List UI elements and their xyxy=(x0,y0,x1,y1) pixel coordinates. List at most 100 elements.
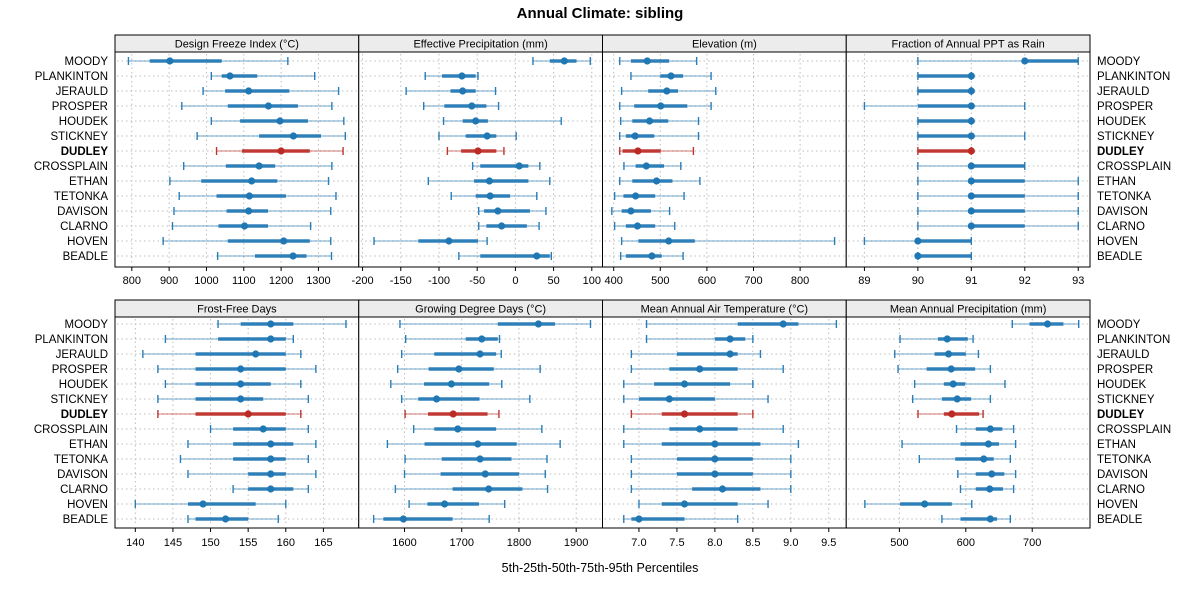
tick-label: 800 xyxy=(123,275,141,287)
tick-label: 160 xyxy=(277,537,295,549)
panel-strip-label: Elevation (m) xyxy=(692,39,757,51)
panel: -200 -150 -100 -50 0 50 100 Effective Precipita… xyxy=(352,34,603,287)
median-dot xyxy=(432,395,441,403)
row-label-left: DAVISON xyxy=(57,469,108,481)
median-dot xyxy=(245,192,253,200)
median-dot xyxy=(255,162,263,170)
tick-label: -200 xyxy=(352,275,374,287)
tick-label: 92 xyxy=(1019,275,1031,287)
row-label-right: TETONKA xyxy=(1097,454,1151,466)
panel: 140 145 150 155 160 165 Frost-Free Days xyxy=(114,299,360,549)
median-dot xyxy=(533,252,541,260)
row-label-left: CLARNO xyxy=(60,484,108,496)
median-dot xyxy=(267,320,275,328)
row-label-left: MOODY xyxy=(65,319,109,331)
row-label-right: PROSPER xyxy=(1097,101,1153,113)
row-label-left: TETONKA xyxy=(54,454,108,466)
median-dot xyxy=(967,177,975,185)
median-dot xyxy=(967,132,975,140)
median-dot xyxy=(199,500,207,508)
row-label-right: TETONKA xyxy=(1097,191,1151,203)
row-label-right: CLARNO xyxy=(1097,484,1145,496)
median-dot xyxy=(726,350,734,358)
row-label-right: CROSSPLAIN xyxy=(1097,161,1171,173)
median-dot xyxy=(459,87,467,95)
median-dot xyxy=(226,72,234,80)
median-dot xyxy=(645,117,654,125)
tick-label: -100 xyxy=(428,275,450,287)
row-label-left: HOUDEK xyxy=(59,379,109,391)
median-dot xyxy=(289,132,298,140)
median-dot xyxy=(986,515,994,523)
row-label-right: HOVEN xyxy=(1097,499,1138,511)
median-dot xyxy=(648,252,656,260)
row-label-right: JERAULD xyxy=(1097,86,1149,98)
median-dot xyxy=(476,455,484,463)
median-dot xyxy=(635,515,643,523)
tick-label: 1200 xyxy=(269,275,293,287)
median-dot xyxy=(476,350,484,358)
tick-label: 7.0 xyxy=(631,537,646,549)
row-label-left: ETHAN xyxy=(69,176,108,188)
median-dot xyxy=(447,380,456,388)
panel-strip-label: Frost-Free Days xyxy=(197,304,277,316)
median-dot xyxy=(445,237,453,245)
tick-label: 150 xyxy=(201,537,219,549)
median-dot xyxy=(680,500,689,508)
median-dot xyxy=(652,177,661,185)
tick-label: 50 xyxy=(547,275,559,287)
panel-strip-label: Effective Precipitation (mm) xyxy=(413,39,547,51)
median-dot xyxy=(667,72,675,80)
panel-strip-label: Growing Degree Days (°C) xyxy=(415,304,546,316)
row-label-left: PROSPER xyxy=(52,101,108,113)
row-label-right: PLANKINTON xyxy=(1097,334,1170,346)
median-dot xyxy=(967,87,975,95)
row-label-left: CROSSPLAIN xyxy=(34,161,108,173)
row-label-left: HOVEN xyxy=(67,499,108,511)
row-label-right: DUDLEY xyxy=(1097,146,1145,158)
median-dot xyxy=(665,395,673,403)
tick-label: -150 xyxy=(390,275,412,287)
row-label-left: ETHAN xyxy=(69,439,108,451)
tick-label: 1800 xyxy=(507,537,531,549)
panel: 400 500 600 700 800 Elevation (m) xyxy=(602,34,847,287)
median-dot xyxy=(1021,57,1029,65)
median-dot xyxy=(663,87,671,95)
median-dot xyxy=(276,117,284,125)
median-dot xyxy=(440,500,449,508)
row-label-right: DAVISON xyxy=(1097,469,1148,481)
panel-strip-label: Fraction of Annual PPT as Rain xyxy=(891,39,1044,51)
median-dot xyxy=(245,207,253,215)
tick-label: 93 xyxy=(1072,275,1084,287)
tick-label: 165 xyxy=(314,537,332,549)
panel: 1600 1700 1800 1900 Growing Degree Days (°C) xyxy=(358,299,603,549)
tick-label: 1100 xyxy=(232,275,256,287)
row-label-right: HOUDEK xyxy=(1097,116,1147,128)
row-label-left: DUDLEY xyxy=(61,146,109,158)
row-label-right: ETHAN xyxy=(1097,176,1136,188)
median-dot xyxy=(711,455,719,463)
median-dot xyxy=(696,425,704,433)
panel-strip-label: Mean Annual Precipitation (mm) xyxy=(890,304,1047,316)
row-label-left: HOVEN xyxy=(67,236,108,248)
median-dot xyxy=(277,147,285,155)
median-dot xyxy=(967,147,975,155)
median-dot xyxy=(515,162,523,170)
median-dot xyxy=(726,335,734,343)
tick-label: -50 xyxy=(469,275,485,287)
row-label-right: BEADLE xyxy=(1097,514,1143,526)
median-dot xyxy=(680,380,689,388)
tick-label: 8.0 xyxy=(707,537,722,549)
tick-label: 500 xyxy=(651,275,669,287)
panel-strip-label: Design Freeze Index (°C) xyxy=(175,39,299,51)
row-label-left: MOODY xyxy=(65,56,109,68)
tick-label: 8.5 xyxy=(745,537,760,549)
row-label-right: HOVEN xyxy=(1097,236,1138,248)
tick-label: 700 xyxy=(1023,537,1041,549)
tick-label: 90 xyxy=(912,275,924,287)
panel: 500 600 700 Mean Annual Precipitation (mm) xyxy=(845,299,1091,549)
row-label-right: MOODY xyxy=(1097,56,1141,68)
median-dot xyxy=(944,350,953,358)
